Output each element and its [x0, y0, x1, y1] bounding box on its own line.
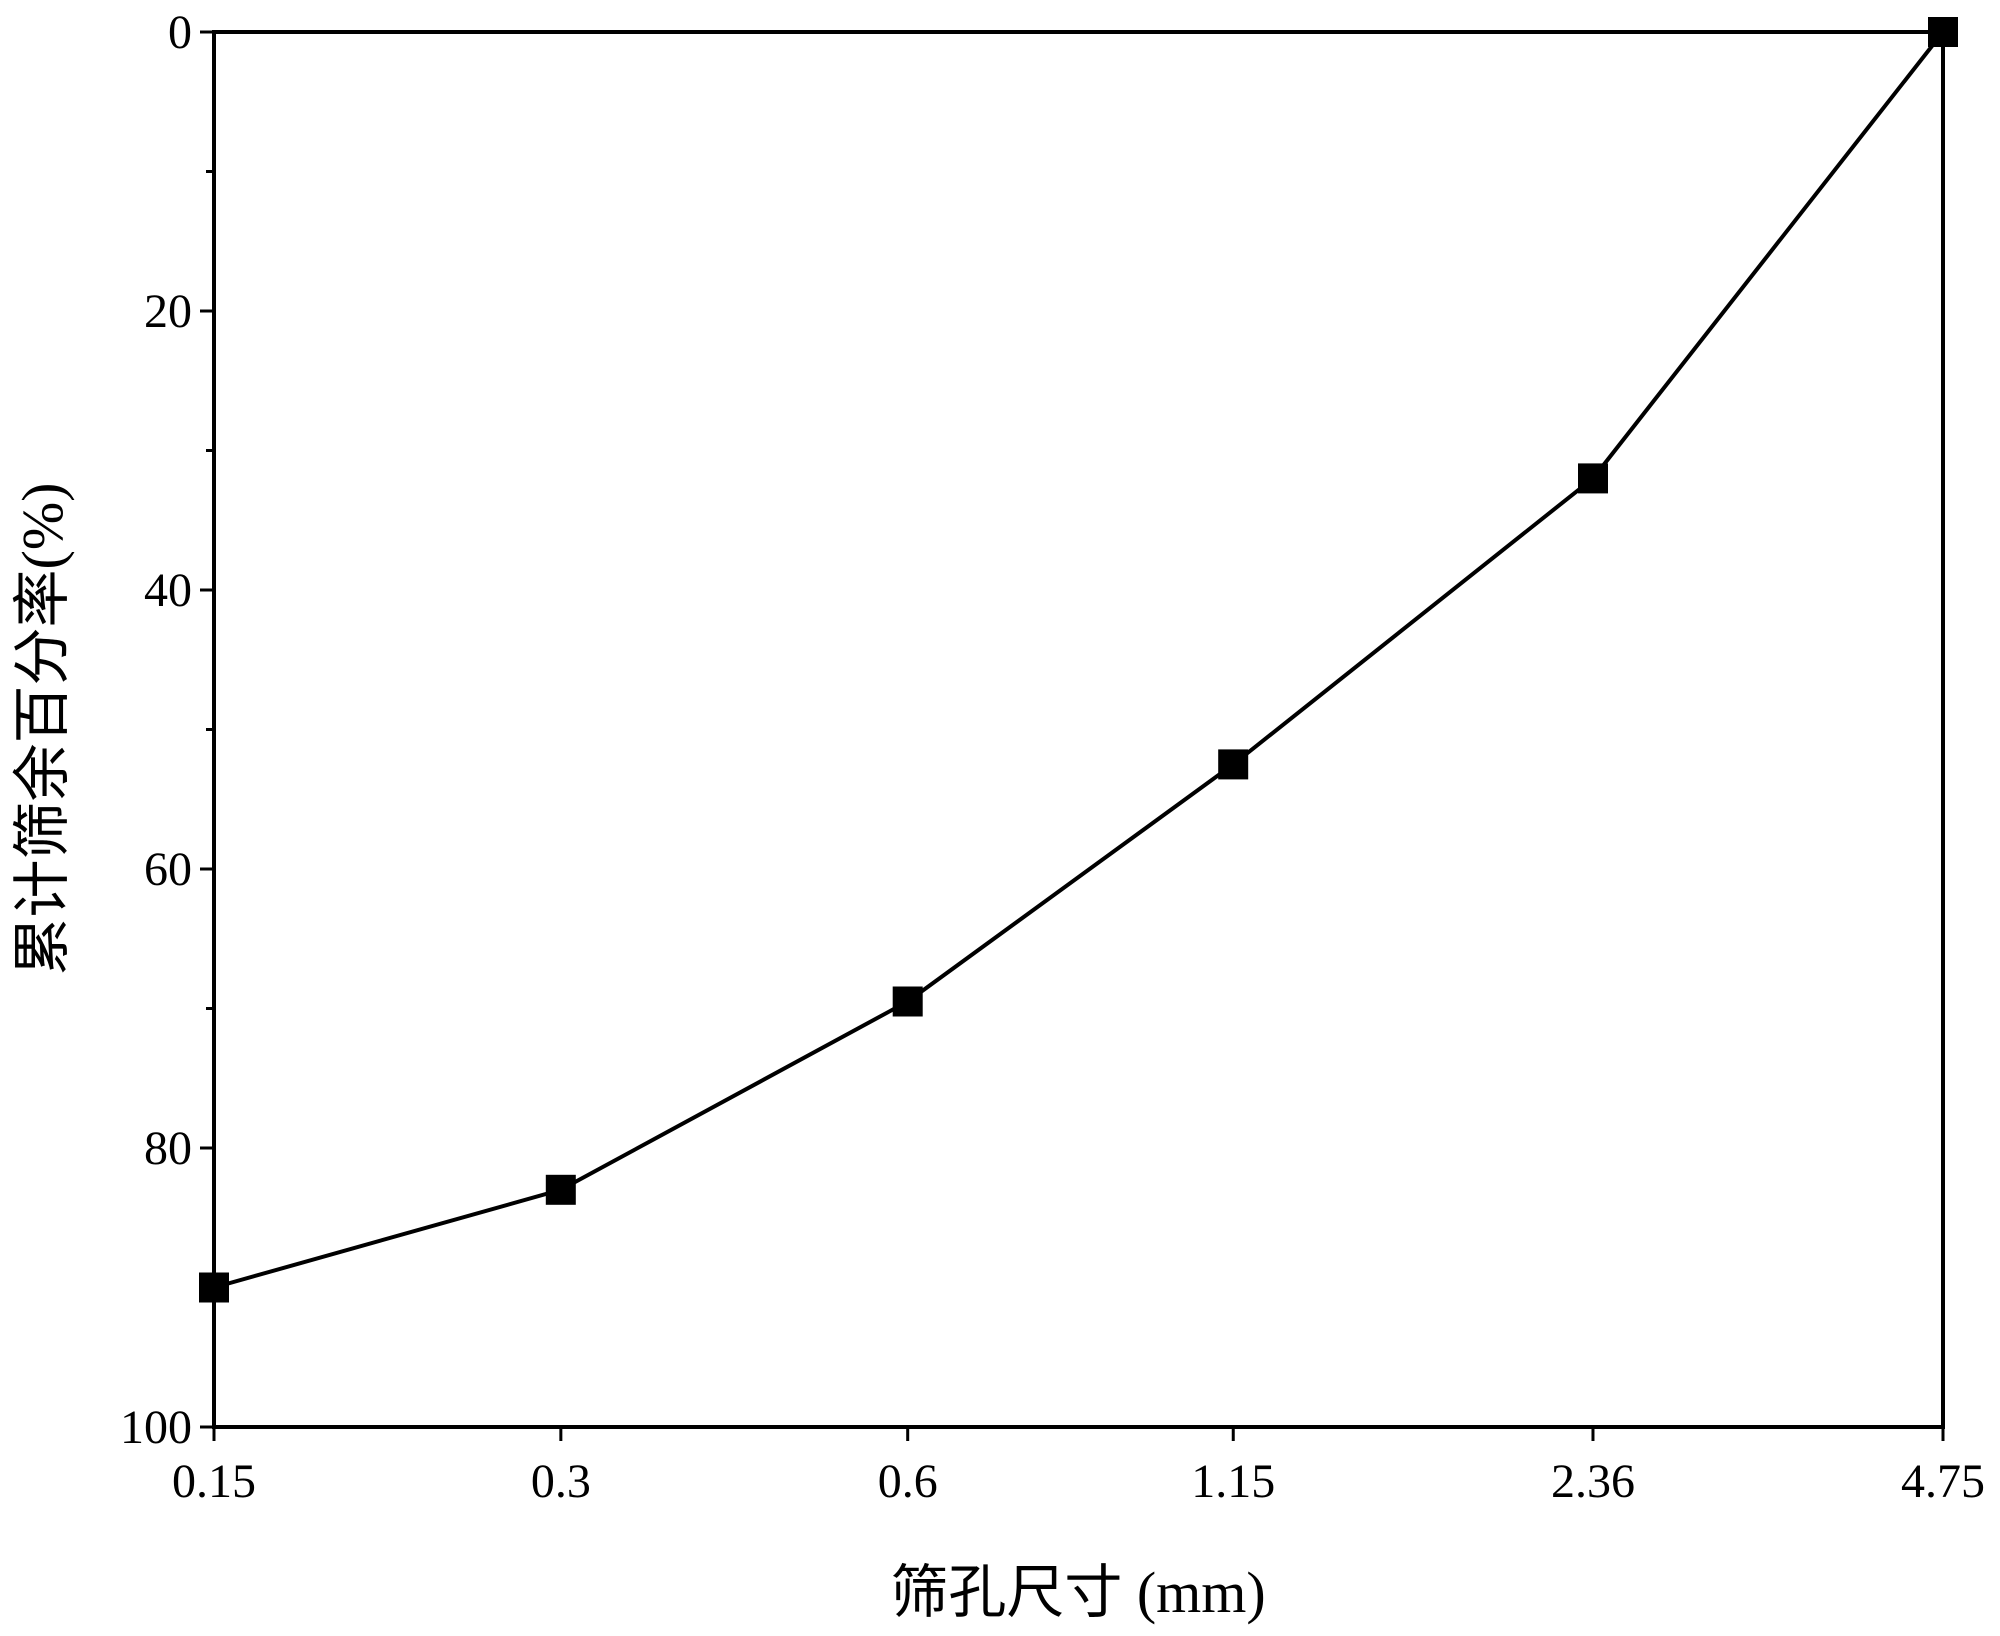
y-tick-label: 100: [120, 1401, 192, 1454]
data-point-marker: [1928, 17, 1958, 47]
y-tick-label: 20: [144, 285, 192, 338]
series-layer: [199, 17, 1958, 1303]
data-point-marker: [199, 1272, 229, 1303]
y-tick-label: 60: [144, 843, 192, 896]
plot-frame: [212, 30, 1945, 1429]
y-axis-title: 累计筛余百分率(%): [10, 483, 75, 976]
data-point-marker: [545, 1174, 576, 1205]
x-tick-label: 2.36: [1551, 1455, 1635, 1508]
y-tick-label: 80: [144, 1122, 192, 1175]
x-tick-label: 0.6: [878, 1455, 938, 1508]
data-point-marker: [1218, 749, 1249, 780]
x-tick-label: 0.3: [531, 1455, 591, 1508]
y-tick-label: 0: [168, 6, 192, 59]
x-tick-label: 0.15: [172, 1455, 256, 1508]
x-tick-label: 1.15: [1191, 1455, 1275, 1508]
x-axis-title: 筛孔尺寸 (mm): [890, 1560, 1265, 1625]
data-point-marker: [892, 986, 923, 1017]
x-axis: 0.15 0.3 0.6 1.15 2.36 4.75: [172, 1427, 1985, 1508]
data-point-marker: [1578, 463, 1608, 494]
x-tick-label: 4.75: [1901, 1455, 1985, 1508]
y-axis: 0 20 40 60 80 100: [120, 6, 214, 1454]
y-tick-label: 40: [144, 564, 192, 617]
series-line: [213, 30, 1945, 1290]
